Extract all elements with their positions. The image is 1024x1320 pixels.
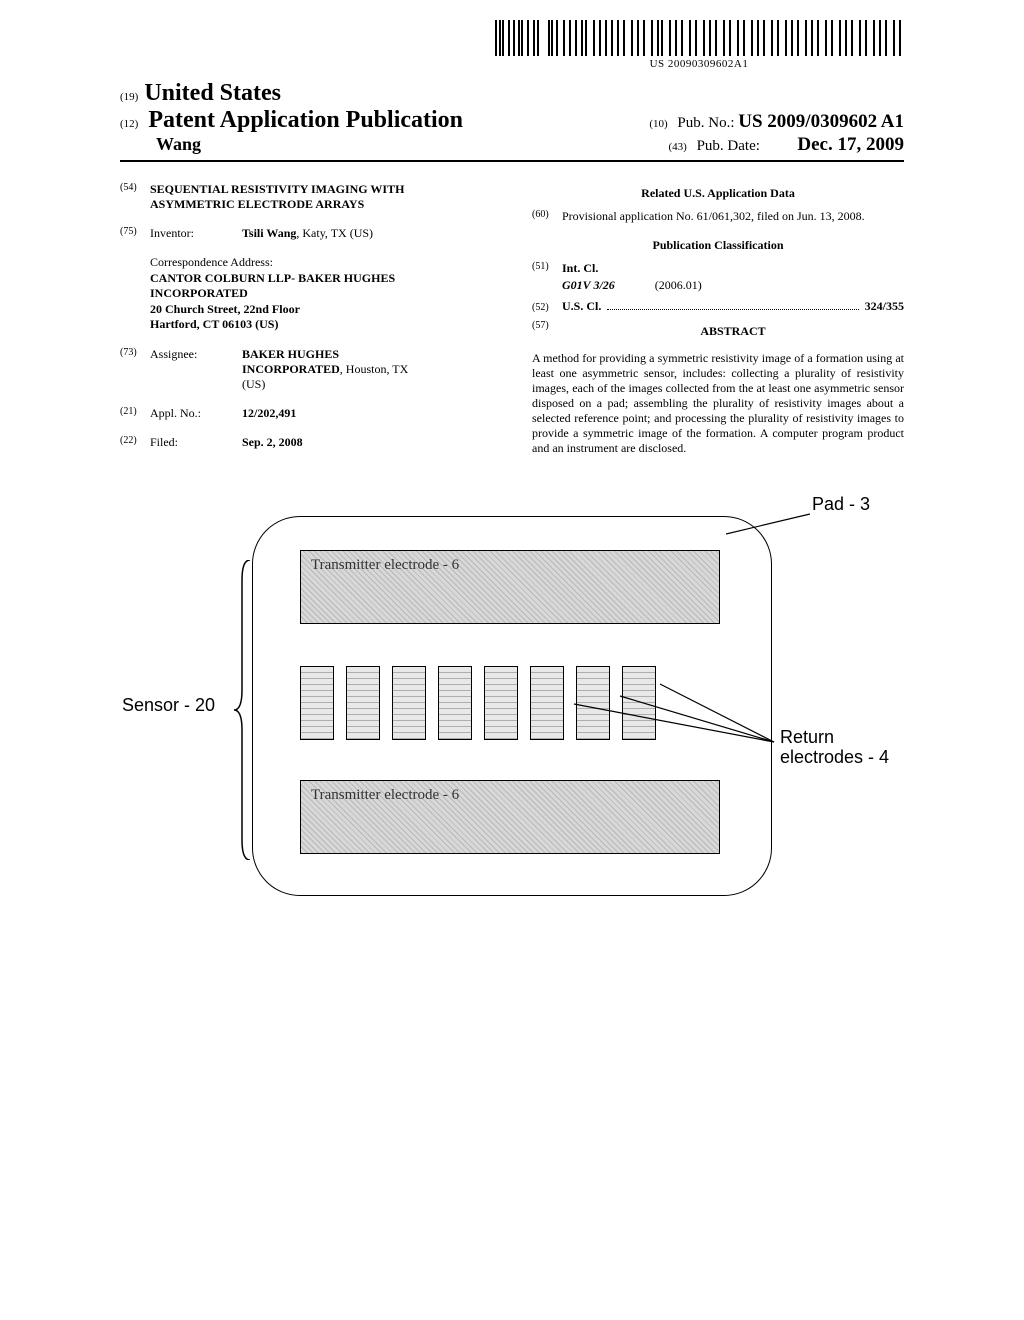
correspondence-l3: 20 Church Street, 22nd Floor [150,302,492,318]
filed-date: Sep. 2, 2008 [242,435,492,450]
correspondence-label: Correspondence Address: [150,255,492,271]
pub-date: Dec. 17, 2009 [797,134,904,155]
abstract-text: A method for providing a symmetric resis… [532,351,904,456]
assignee-loc2: (US) [242,377,492,392]
return-electrode [346,666,380,740]
inventor-label: Inventor: [150,226,242,241]
patent-figure: Transmitter electrode - 6 Transmitter el… [132,500,892,930]
title-line2: ASYMMETRIC ELECTRODE ARRAYS [150,197,404,212]
return-electrode [300,666,334,740]
field-num-54: (54) [120,182,150,212]
uscl-value: 324/355 [865,299,904,314]
return-electrode [392,666,426,740]
return-label-l1: Return [780,728,889,748]
field-num-12: (12) [120,118,138,130]
title-line1: SEQUENTIAL RESISTIVITY IMAGING WITH [150,182,404,197]
country: United States [144,80,281,107]
intcl-label: Int. Cl. [562,261,598,276]
field-num-22: (22) [120,435,150,450]
pad-leader-line [726,512,816,542]
field-num-57: (57) [532,320,562,347]
intcl-year: (2006.01) [655,278,702,293]
inventor-loc: , Katy, TX (US) [296,226,373,240]
field-num-19: (19) [120,91,138,103]
pub-no: US 2009/0309602 A1 [738,111,904,132]
author: Wang [120,134,201,155]
pad-label: Pad - 3 [812,494,870,515]
correspondence-l2: INCORPORATED [150,286,492,302]
related-header: Related U.S. Application Data [532,186,904,201]
header: (19) United States (12) Patent Applicati… [120,80,904,162]
return-label-l2: electrodes - 4 [780,748,889,768]
transmitter-label-bottom: Transmitter electrode - 6 [311,787,459,803]
inventor-name: Tsili Wang [242,226,296,240]
barcode-text: US 20090309602A1 [494,58,904,70]
field-num-43: (43) [669,141,687,153]
assignee-loc: , Houston, TX [340,362,408,376]
uscl-dots [607,309,858,310]
appl-no: 12/202,491 [242,406,492,421]
right-column: Related U.S. Application Data (60) Provi… [532,182,904,464]
abstract-label: ABSTRACT [562,324,904,339]
provisional-text: Provisional application No. 61/061,302, … [562,209,904,224]
intcl-code: G01V 3/26 [562,278,615,293]
correspondence-l1: CANTOR COLBURN LLP- BAKER HUGHES [150,271,492,287]
assignee-label: Assignee: [150,347,242,392]
return-electrode [438,666,472,740]
pub-date-label: Pub. Date: [697,138,760,154]
assignee-name: BAKER HUGHES [242,347,492,362]
appl-no-label: Appl. No.: [150,406,242,421]
uscl-label: U.S. Cl. [562,299,601,314]
field-num-75: (75) [120,226,150,241]
barcode-graphic [494,20,904,56]
left-column: (54) SEQUENTIAL RESISTIVITY IMAGING WITH… [120,182,492,464]
field-num-73: (73) [120,347,150,392]
sensor-brace-icon [234,560,252,860]
publication-type: Patent Application Publication [148,107,463,133]
return-leader-lines [560,674,790,764]
filed-label: Filed: [150,435,242,450]
correspondence-l4: Hartford, CT 06103 (US) [150,317,492,333]
field-num-60: (60) [532,209,562,224]
assignee-name2: INCORPORATED [242,362,340,376]
field-num-10: (10) [649,118,667,130]
return-electrode [484,666,518,740]
barcode-block: US 20090309602A1 [120,20,904,72]
transmitter-label-top: Transmitter electrode - 6 [311,557,459,573]
transmitter-electrode-bottom: Transmitter electrode - 6 [300,780,720,854]
field-num-51: (51) [532,261,562,276]
field-num-52: (52) [532,302,562,313]
field-num-21: (21) [120,406,150,421]
sensor-label: Sensor - 20 [122,695,215,716]
classification-header: Publication Classification [532,238,904,253]
return-electrode [530,666,564,740]
transmitter-electrode-top: Transmitter electrode - 6 [300,550,720,624]
pub-no-label: Pub. No.: [677,115,734,131]
